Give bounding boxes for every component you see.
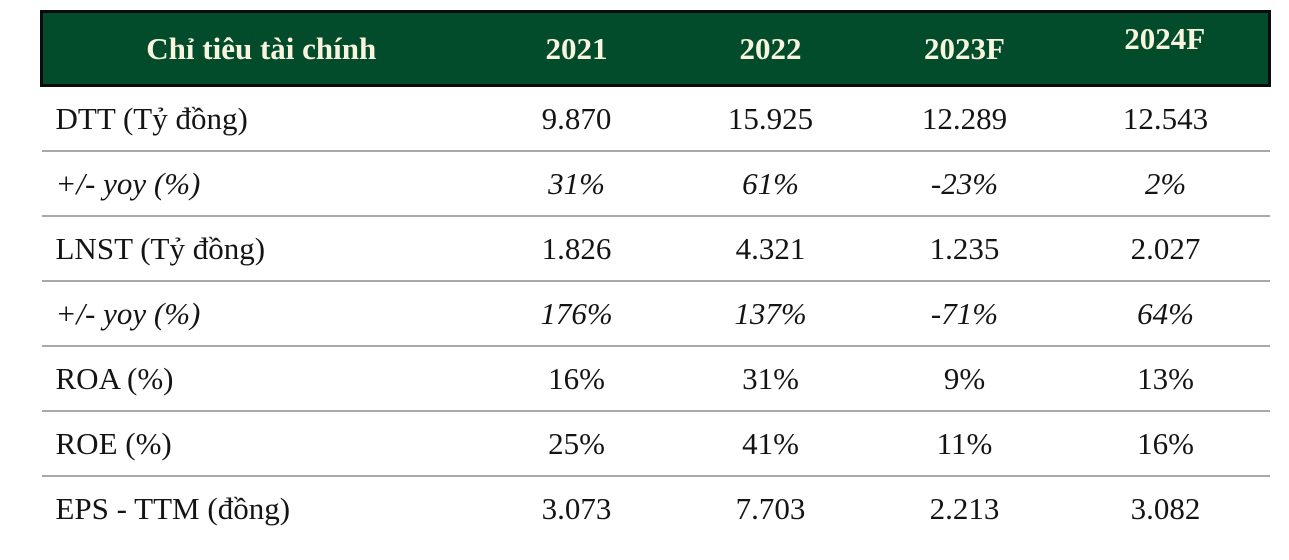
row-label: +/- yoy (%): [41, 151, 480, 217]
table-row-eps: EPS - TTM (đồng) 3.073 7.703 2.213 3.082: [42, 476, 1270, 540]
cell-value: 12.289: [867, 85, 1062, 152]
financial-metrics-table: Chỉ tiêu tài chính 2021 2022 2023F 2024F…: [40, 10, 1271, 540]
cell-value: 16%: [1061, 411, 1270, 477]
row-label: LNST (Tỷ đồng): [41, 216, 480, 282]
header-year-2021: 2021: [479, 10, 674, 87]
header-year-2023f: 2023F: [867, 10, 1062, 87]
cell-value: 11%: [867, 411, 1062, 477]
row-label: ROE (%): [41, 411, 480, 477]
cell-value: 1.826: [479, 216, 674, 282]
table-row-yoy-lnst: +/- yoy (%) 176% 137% -71% 64%: [41, 281, 1270, 347]
row-label: ROA (%): [41, 346, 480, 412]
cell-value: 176%: [479, 281, 674, 347]
cell-value: 7.703: [735, 490, 806, 526]
cell-value: 4.321: [673, 216, 868, 282]
header-metric-label: Chỉ tiêu tài chính: [40, 10, 480, 87]
row-label: DTT (Tỷ đồng): [41, 85, 480, 152]
row-label: EPS - TTM (đồng): [55, 490, 291, 526]
cell-value: 2.027: [1061, 216, 1270, 282]
cell-value: 25%: [479, 411, 674, 477]
table-row-roe: ROE (%) 25% 41% 11% 16%: [41, 411, 1270, 477]
cell-value: 13%: [1061, 346, 1270, 412]
table-row-yoy-dtt: +/- yoy (%) 31% 61% -23% 2%: [41, 151, 1270, 217]
header-year-2022: 2022: [673, 10, 868, 87]
cell-value: 15.925: [673, 85, 868, 152]
cell-value: 2.213: [929, 490, 1000, 526]
cell-value: 31%: [673, 346, 868, 412]
cell-value: -71%: [867, 281, 1062, 347]
cell-value: 41%: [673, 411, 868, 477]
table-row-dtt: DTT (Tỷ đồng) 9.870 15.925 12.289 12.543: [41, 85, 1270, 152]
table-header-row: Chỉ tiêu tài chính 2021 2022 2023F 2024F: [40, 10, 1271, 87]
table-row-roa: ROA (%) 16% 31% 9% 13%: [41, 346, 1270, 412]
header-year-2024f: 2024F: [1061, 10, 1271, 87]
cell-value: -23%: [867, 151, 1062, 217]
cell-value: 2%: [1061, 151, 1270, 217]
cell-value: 3.082: [1130, 490, 1201, 526]
cell-value: 12.543: [1061, 85, 1270, 152]
cell-value: 61%: [673, 151, 868, 217]
cell-value: 1.235: [867, 216, 1062, 282]
cell-value: 137%: [673, 281, 868, 347]
row-label: +/- yoy (%): [41, 281, 480, 347]
cell-value: 9.870: [479, 85, 674, 152]
cell-value: 3.073: [541, 490, 612, 526]
financial-table: Chỉ tiêu tài chính 2021 2022 2023F 2024F…: [40, 10, 1271, 540]
cell-value: 9%: [867, 346, 1062, 412]
table-row-lnst: LNST (Tỷ đồng) 1.826 4.321 1.235 2.027: [41, 216, 1270, 282]
cell-value: 31%: [479, 151, 674, 217]
cell-value: 64%: [1061, 281, 1270, 347]
cell-value: 16%: [479, 346, 674, 412]
